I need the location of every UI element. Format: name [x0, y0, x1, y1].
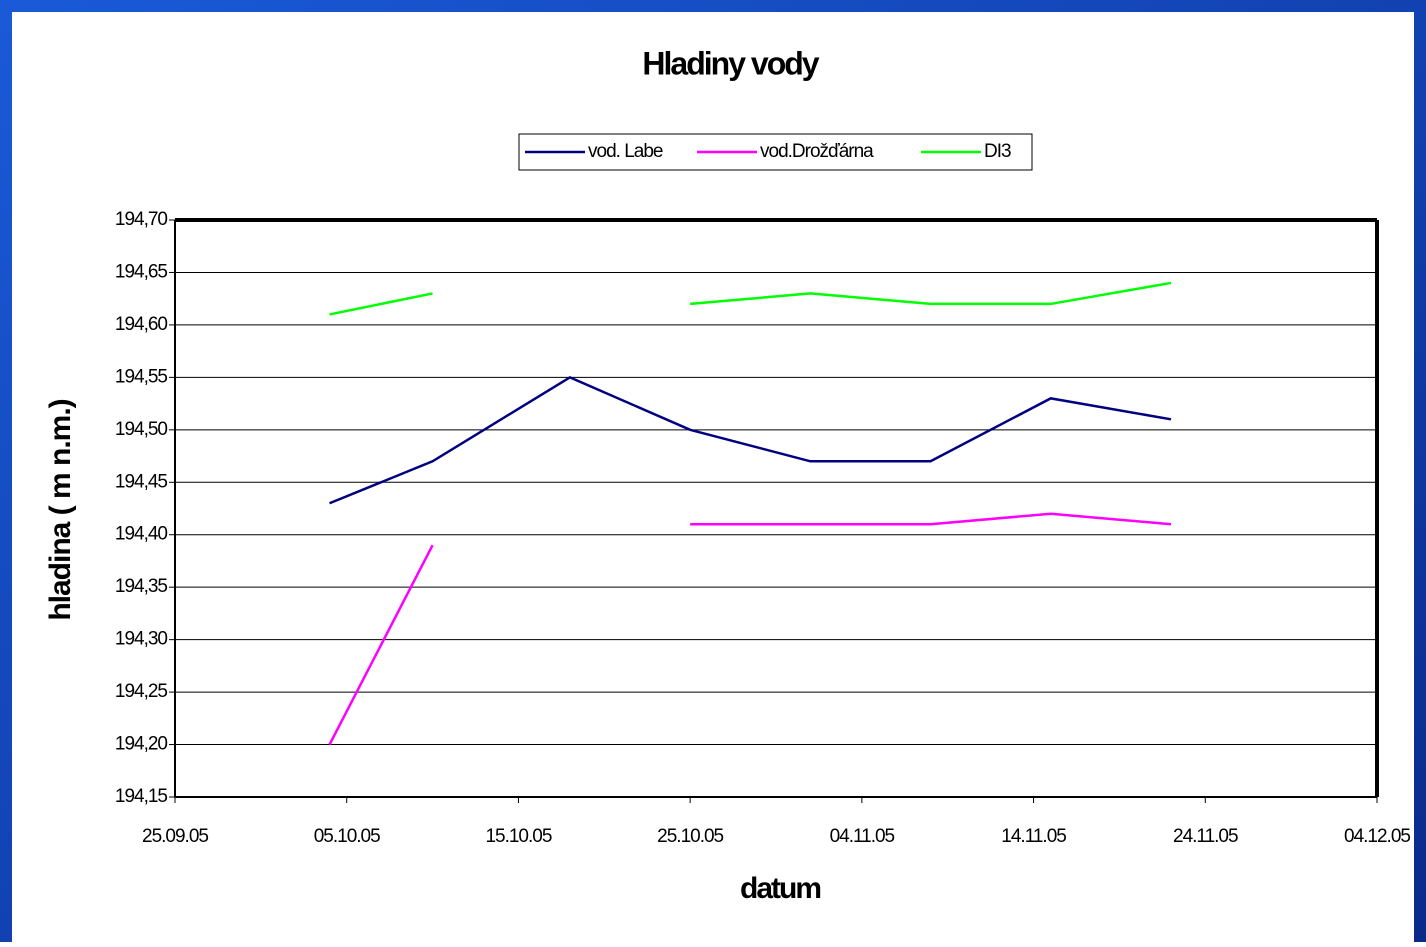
series-line — [329, 281, 1172, 316]
y-tick-label: 194,45 — [115, 471, 168, 492]
y-axis-label: hladina ( m n.m.) — [44, 399, 77, 620]
y-tick-label: 194,25 — [115, 681, 168, 702]
y-tick-label: 194,30 — [115, 629, 168, 650]
x-tick-label: 14.11.05 — [1001, 826, 1066, 847]
x-tick-label: 04.12.05 — [1344, 826, 1410, 847]
y-tick-label: 194,60 — [115, 314, 168, 335]
series-line — [329, 375, 1172, 505]
x-tick-label: 05.10.05 — [314, 826, 380, 847]
x-tick-label: 04.11.05 — [830, 826, 895, 847]
y-tick-label: 194,35 — [115, 576, 168, 597]
y-tick-label: 194,50 — [115, 419, 168, 440]
x-tick-label: 25.09.05 — [142, 826, 208, 847]
x-tick-label: 15.10.05 — [485, 826, 551, 847]
x-axis-label: datum — [740, 872, 820, 905]
legend-label: DI3 — [984, 141, 1011, 162]
x-tick-label: 25.10.05 — [657, 826, 723, 847]
legend-label: vod.Drožďárna — [760, 141, 874, 162]
y-tick-label: 194,40 — [115, 524, 168, 545]
x-tick-label: 24.11.05 — [1173, 826, 1238, 847]
y-tick-label: 194,15 — [115, 786, 168, 807]
y-tick-label: 194,55 — [115, 366, 168, 387]
y-tick-label: 194,65 — [115, 261, 168, 282]
legend-label: vod. Labe — [588, 141, 663, 162]
chart-title: Hladiny vody — [642, 45, 819, 81]
y-tick-label: 194,70 — [115, 209, 168, 230]
series-line — [328, 512, 1172, 746]
y-tick-label: 194,20 — [115, 734, 168, 755]
